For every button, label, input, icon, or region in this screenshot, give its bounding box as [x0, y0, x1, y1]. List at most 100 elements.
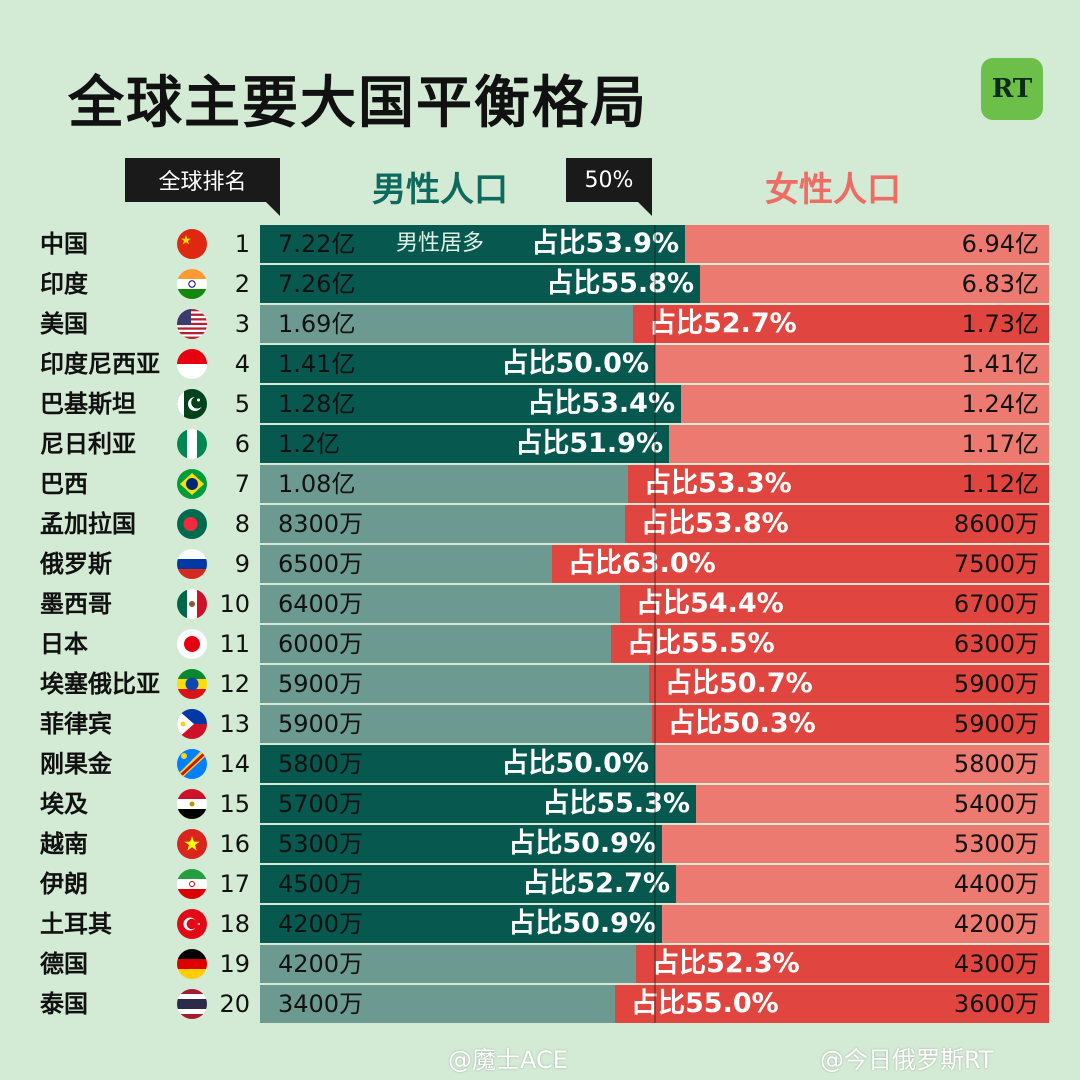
rank-number: 7: [234, 470, 250, 498]
female-segment: [652, 705, 1049, 743]
share-label: 占比52.3%: [652, 948, 800, 979]
rank-number: 14: [219, 750, 250, 778]
male-segment: [260, 665, 649, 703]
country-name: 刚果金: [40, 750, 112, 778]
male-segment: [260, 745, 655, 783]
table-row: 巴西 7 1.08亿 1.12亿 占比53.3%: [0, 465, 1080, 503]
female-segment: [552, 545, 1049, 583]
flag-russia-icon: [177, 549, 207, 579]
table-row: 中国 1 7.22亿 6.94亿 占比53.9% 男性居多: [0, 225, 1080, 263]
table-row: 尼日利亚 6 1.2亿 1.17亿 占比51.9%: [0, 425, 1080, 463]
flag-vietnam-icon: [177, 829, 207, 859]
flag-bangladesh-icon: [177, 509, 207, 539]
share-label: 占比53.3%: [644, 468, 792, 499]
ratio-bar: 1.69亿 1.73亿 占比52.7%: [260, 305, 1049, 343]
male-segment: [260, 705, 652, 743]
female-segment: [625, 505, 1049, 543]
country-name: 埃及: [40, 790, 88, 818]
watermark-right: @今日俄罗斯RT: [820, 1046, 994, 1074]
female-segment: [628, 465, 1049, 503]
female-value: 4300万: [953, 950, 1039, 978]
ratio-bar: 1.08亿 1.12亿 占比53.3%: [260, 465, 1049, 503]
male-header: 男性人口: [372, 170, 508, 210]
flag-ethiopia-icon: [177, 669, 207, 699]
female-value: 6.83亿: [961, 270, 1039, 298]
rank-tag: 全球排名: [125, 158, 280, 216]
rank-number: 4: [234, 350, 250, 378]
rank-number: 6: [234, 430, 250, 458]
share-label: 占比52.7%: [649, 308, 797, 339]
male-segment: [260, 345, 655, 383]
flag-china-icon: [177, 229, 207, 259]
country-name: 越南: [40, 830, 88, 858]
male-value: 5900万: [278, 710, 364, 738]
male-segment: [260, 385, 681, 423]
ratio-bar: 4200万 4300万 占比52.3%: [260, 945, 1049, 983]
country-name: 土耳其: [40, 910, 112, 938]
country-name: 墨西哥: [40, 590, 112, 618]
male-segment: [260, 505, 625, 543]
rank-number: 5: [234, 390, 250, 418]
male-value: 1.69亿: [278, 310, 356, 338]
share-label: 占比50.7%: [665, 668, 813, 699]
share-label: 占比55.8%: [546, 268, 694, 299]
male-segment: [260, 945, 636, 983]
male-segment: [260, 425, 669, 463]
country-name: 泰国: [40, 990, 88, 1018]
flag-germany-icon: [177, 949, 207, 979]
table-row: 埃及 15 5700万 5400万 占比55.3%: [0, 785, 1080, 823]
share-label: 占比55.0%: [631, 988, 779, 1019]
table-row: 日本 11 6000万 6300万 占比55.5%: [0, 625, 1080, 663]
share-label: 占比53.9%: [531, 228, 679, 259]
share-label: 占比54.4%: [636, 588, 784, 619]
female-segment: [685, 225, 1049, 263]
female-segment: [681, 385, 1049, 423]
male-value: 1.41亿: [278, 350, 356, 378]
table-row: 美国 3 1.69亿 1.73亿 占比52.7%: [0, 305, 1080, 343]
female-segment: [655, 745, 1049, 783]
flag-drc-icon: [177, 749, 207, 779]
country-name: 中国: [40, 230, 88, 258]
male-value: 7.22亿: [278, 230, 356, 258]
female-value: 1.73亿: [961, 310, 1039, 338]
male-segment: [260, 305, 633, 343]
female-value: 5900万: [953, 670, 1039, 698]
ratio-bar: 1.2亿 1.17亿 占比51.9%: [260, 425, 1049, 463]
female-value: 7500万: [953, 550, 1039, 578]
rank-number: 16: [219, 830, 250, 858]
table-row: 伊朗 17 4500万 4400万 占比52.7%: [0, 865, 1080, 903]
share-label: 占比50.0%: [501, 748, 649, 779]
country-name: 俄罗斯: [40, 550, 112, 578]
table-row: 墨西哥 10 6400万 6700万 占比54.4%: [0, 585, 1080, 623]
table-row: 孟加拉国 8 8300万 8600万 占比53.8%: [0, 505, 1080, 543]
ratio-bar: 6400万 6700万 占比54.4%: [260, 585, 1049, 623]
rank-number: 2: [234, 270, 250, 298]
rank-number: 10: [219, 590, 250, 618]
female-segment: [662, 825, 1049, 863]
ratio-bar: 5700万 5400万 占比55.3%: [260, 785, 1049, 823]
male-value: 4500万: [278, 870, 364, 898]
female-segment: [636, 945, 1049, 983]
flag-japan-icon: [177, 629, 207, 659]
male-value: 5900万: [278, 670, 364, 698]
ratio-bar: 4200万 4200万 占比50.9%: [260, 905, 1049, 943]
ratio-bar: 5900万 5900万 占比50.7%: [260, 665, 1049, 703]
male-majority-note: 男性居多: [396, 231, 485, 256]
flag-india-icon: [177, 269, 207, 299]
female-value: 1.41亿: [961, 350, 1039, 378]
female-value: 5300万: [953, 830, 1039, 858]
table-row: 菲律宾 13 5900万 5900万 占比50.3%: [0, 705, 1080, 743]
country-name: 印度: [40, 270, 88, 298]
country-name: 孟加拉国: [40, 510, 136, 538]
male-value: 1.2亿: [278, 430, 341, 458]
male-segment: [260, 225, 685, 263]
male-segment: [260, 585, 620, 623]
share-label: 占比50.0%: [501, 348, 649, 379]
male-segment: [260, 265, 700, 303]
male-value: 4200万: [278, 910, 364, 938]
share-label: 占比63.0%: [568, 548, 716, 579]
flag-indonesia-icon: [177, 349, 207, 379]
country-name: 巴西: [40, 470, 88, 498]
rank-number: 8: [234, 510, 250, 538]
country-name: 德国: [40, 950, 88, 978]
